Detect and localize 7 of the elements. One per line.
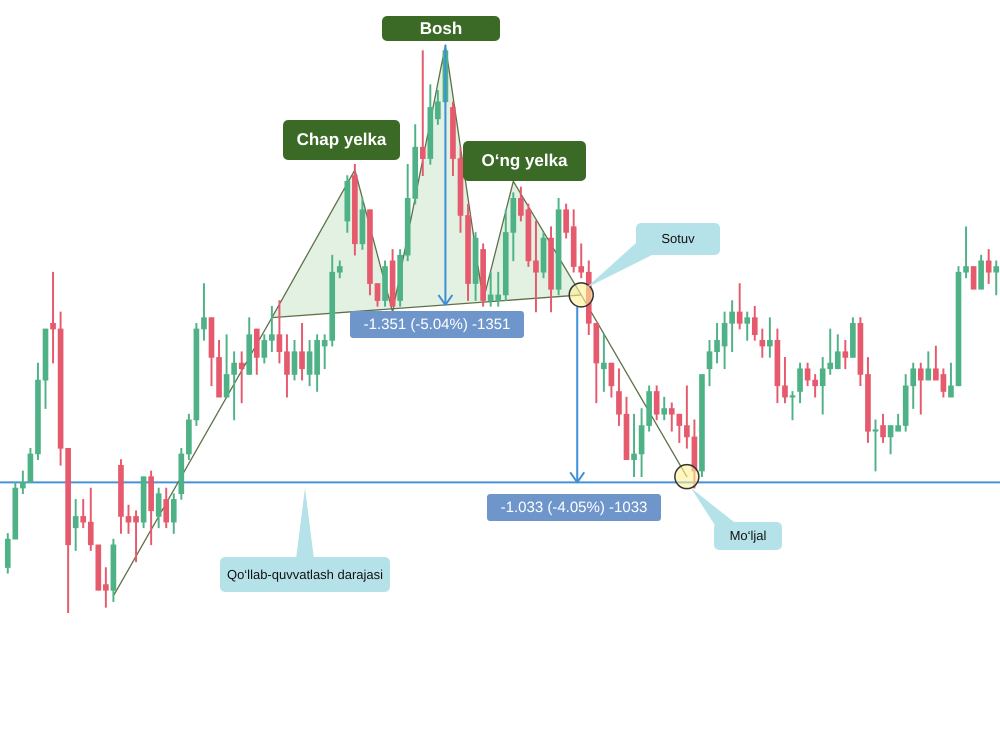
text: Bosh bbox=[382, 16, 500, 41]
annotation: O‘ng yelka bbox=[463, 141, 586, 181]
callout: Sotuv bbox=[636, 223, 720, 255]
annotation: -1.351 (-5.04%) -1351 bbox=[350, 311, 524, 338]
annotation: -1.033 (-4.05%) -1033 bbox=[487, 494, 661, 521]
annotation: Chap yelka bbox=[283, 120, 400, 160]
callout: Mo‘ljal bbox=[714, 522, 782, 550]
